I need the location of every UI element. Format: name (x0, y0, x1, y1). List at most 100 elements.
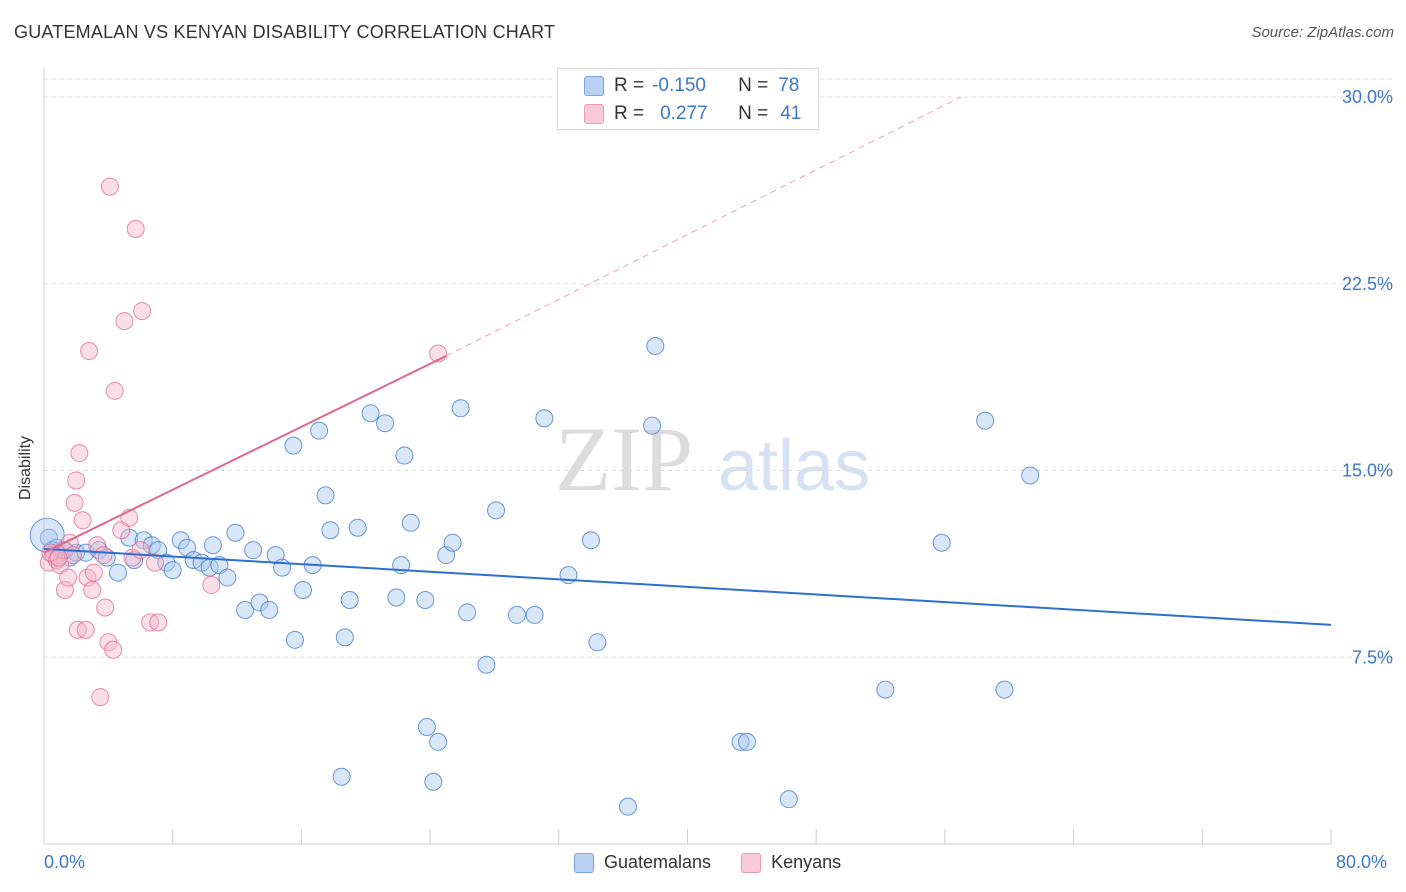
y-tick-label: 30.0% (1342, 87, 1393, 107)
guatemalan-point (321, 521, 340, 540)
guatemalan-point (109, 563, 128, 582)
kenyans-trendline-extension (445, 96, 962, 357)
r-label: R = (614, 75, 645, 96)
kenyan-point (94, 546, 113, 565)
kenyan-point (115, 312, 134, 331)
legend-label-guatemalans: Guatemalans (604, 852, 712, 872)
guatemalan-point (581, 531, 600, 550)
guatemalan-point (284, 436, 303, 455)
n-label: N = (738, 75, 769, 96)
guatemalan-point (335, 628, 354, 647)
guatemalan-point (646, 337, 665, 355)
x-tick-label-max: 80.0% (1336, 852, 1388, 872)
kenyans-legend-swatch (741, 852, 762, 873)
stats-row-guatemalans: R = -0.150 N = 78 (584, 74, 799, 98)
guatemalan-point (260, 600, 279, 619)
legend-item-kenyans[interactable]: Kenyans (741, 852, 841, 873)
guatemalan-point (507, 605, 526, 624)
guatemalan-point (294, 581, 313, 600)
kenyan-point (65, 493, 84, 512)
guatemalan-point (424, 772, 443, 791)
kenyan-point (202, 576, 221, 595)
guatemalan-point (395, 446, 414, 465)
kenyan-point (76, 620, 95, 639)
guatemalan-point (876, 680, 895, 699)
guatemalan-point (332, 767, 351, 786)
guatemalan-point (738, 732, 757, 751)
kenyan-point (67, 471, 86, 490)
n-value: 41 (780, 103, 802, 124)
kenyan-point (133, 302, 152, 321)
series-legend: Guatemalans Kenyans (574, 852, 871, 873)
kenyan-point (131, 541, 150, 560)
guatemalan-point (361, 404, 380, 423)
source-label: Source: ZipAtlas.com (1251, 24, 1394, 41)
stats-row-kenyans: R = 0.277 N = 41 (584, 102, 801, 126)
guatemalan-point (429, 732, 448, 751)
y-tick-label: 22.5% (1342, 274, 1393, 294)
guatemalan-point (218, 568, 237, 587)
r-label: R = (614, 103, 645, 124)
guatemalan-point (29, 517, 65, 553)
kenyan-point (49, 548, 68, 567)
guatemalan-point (477, 655, 496, 674)
kenyan-point (91, 688, 110, 707)
guatemalan-point (443, 533, 462, 552)
y-tick-label: 15.0% (1342, 461, 1393, 481)
legend-item-guatemalans[interactable]: Guatemalans (574, 852, 711, 873)
y-tick-label: 7.5% (1352, 647, 1393, 667)
guatemalan-point (163, 561, 182, 580)
kenyan-point (100, 177, 119, 196)
guatemalan-point (310, 421, 329, 440)
kenyan-point (96, 598, 115, 617)
kenyans-swatch (584, 104, 604, 124)
guatemalan-point (995, 680, 1014, 699)
guatemalan-point (340, 590, 359, 609)
r-value: 0.277 (660, 103, 708, 124)
guatemalan-point (203, 536, 222, 555)
n-label: N = (738, 103, 769, 124)
guatemalan-point (525, 605, 544, 624)
kenyans-trendline (43, 355, 447, 554)
kenyan-point (105, 381, 124, 400)
guatemalan-point (417, 717, 436, 736)
guatemalan-point (171, 531, 190, 550)
guatemalan-point (387, 588, 406, 607)
guatemalan-point (376, 414, 395, 433)
guatemalan-point (535, 409, 554, 428)
guatemalans-swatch (584, 76, 604, 96)
guatemalan-point (348, 518, 367, 537)
stats-legend: R = -0.150 N = 78 R = 0.277 N = 41 (557, 68, 819, 130)
guatemalan-point (932, 533, 951, 552)
guatemalan-point (416, 590, 435, 609)
guatemalan-point (976, 411, 995, 430)
guatemalan-point (250, 593, 269, 612)
guatemalan-point (487, 501, 506, 520)
guatemalan-point (316, 486, 335, 505)
kenyan-point (146, 553, 165, 572)
guatemalan-point (458, 603, 477, 622)
guatemalan-point (226, 523, 245, 542)
guatemalans-trendline (43, 547, 1332, 626)
r-value: -0.150 (652, 75, 706, 96)
guatemalan-point (731, 732, 750, 751)
x-tick-label-min: 0.0% (44, 852, 86, 872)
kenyan-point (73, 511, 92, 530)
guatemalan-point (1021, 466, 1040, 485)
n-value: 78 (778, 75, 800, 96)
kenyan-point (88, 536, 107, 555)
kenyan-point (149, 613, 168, 632)
guatemalan-point (643, 416, 662, 435)
chart-title: GUATEMALAN VS KENYAN DISABILITY CORRELAT… (14, 22, 556, 42)
kenyan-point (59, 568, 78, 587)
guatemalan-point (779, 790, 798, 809)
guatemalan-point (244, 541, 263, 560)
kenyan-point (104, 640, 123, 659)
legend-label-kenyans: Kenyans (771, 852, 842, 872)
guatemalan-point (236, 600, 255, 619)
watermark-zip: ZIP (555, 408, 693, 510)
guatemalan-point (285, 630, 304, 649)
kenyan-point (84, 563, 103, 582)
guatemalan-point (588, 633, 607, 652)
